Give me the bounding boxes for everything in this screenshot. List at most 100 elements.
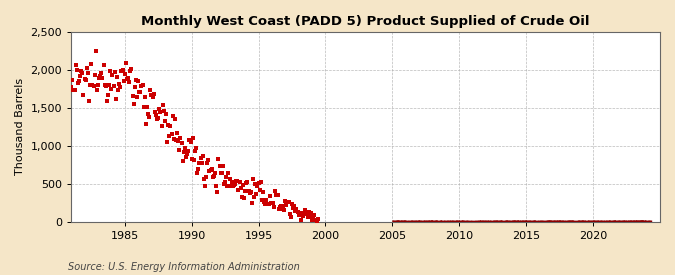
Point	[248, 177, 259, 182]
Point	[234, 180, 245, 184]
Point	[159, 119, 170, 123]
Point	[146, 93, 157, 97]
Point	[168, 137, 179, 141]
Point	[260, 202, 271, 207]
Point	[114, 82, 125, 86]
Point	[142, 104, 153, 109]
Point	[147, 95, 158, 99]
Point	[88, 83, 99, 88]
Point	[188, 136, 198, 141]
Point	[241, 180, 252, 185]
Point	[65, 85, 76, 89]
Point	[250, 182, 261, 186]
Point	[185, 140, 196, 145]
Point	[171, 138, 182, 142]
Point	[86, 62, 97, 67]
Point	[275, 204, 286, 208]
Point	[214, 164, 225, 169]
Point	[294, 212, 305, 216]
Point	[166, 132, 177, 137]
Point	[123, 76, 134, 80]
Point	[294, 213, 304, 217]
Point	[80, 78, 91, 82]
Point	[72, 81, 83, 85]
Point	[271, 192, 281, 197]
Point	[181, 155, 192, 160]
Point	[159, 108, 169, 113]
Point	[128, 101, 139, 106]
Point	[70, 62, 81, 67]
Point	[183, 148, 194, 153]
Point	[94, 76, 105, 80]
Point	[97, 76, 108, 81]
Point	[253, 180, 264, 185]
Point	[153, 116, 163, 120]
Point	[126, 67, 137, 71]
Point	[105, 69, 115, 73]
Point	[130, 78, 141, 82]
Point	[180, 145, 190, 150]
Point	[69, 88, 80, 92]
Point	[273, 207, 284, 211]
Point	[163, 123, 173, 127]
Point	[95, 74, 105, 78]
Point	[107, 73, 118, 77]
Point	[301, 211, 312, 215]
Point	[289, 204, 300, 208]
Point	[76, 68, 86, 73]
Point	[117, 68, 128, 72]
Point	[138, 104, 149, 109]
Point	[286, 214, 296, 219]
Point	[205, 168, 216, 172]
Point	[197, 153, 208, 158]
Point	[207, 174, 218, 179]
Point	[302, 215, 313, 219]
Point	[193, 166, 204, 171]
Point	[242, 180, 253, 184]
Point	[217, 164, 228, 168]
Point	[223, 171, 234, 175]
Point	[244, 191, 255, 195]
Point	[210, 170, 221, 175]
Point	[91, 87, 102, 92]
Point	[261, 198, 272, 203]
Point	[231, 178, 242, 183]
Point	[306, 210, 317, 215]
Point	[284, 199, 294, 204]
Point	[111, 97, 122, 101]
Point	[82, 66, 92, 71]
Point	[262, 202, 273, 206]
Point	[254, 188, 265, 192]
Point	[127, 93, 138, 98]
Point	[144, 114, 155, 119]
Point	[267, 201, 277, 206]
Point	[98, 63, 109, 67]
Point	[99, 83, 110, 87]
Point	[149, 110, 160, 115]
Point	[272, 192, 283, 197]
Point	[195, 156, 206, 160]
Point	[178, 159, 188, 163]
Point	[182, 152, 192, 156]
Point	[213, 157, 224, 161]
Point	[226, 180, 237, 184]
Point	[167, 114, 178, 118]
Point	[156, 124, 167, 129]
Point	[186, 156, 197, 161]
Point	[101, 84, 111, 88]
Point	[240, 189, 250, 193]
Point	[225, 184, 236, 189]
Point	[103, 93, 113, 98]
Point	[184, 138, 195, 142]
Point	[125, 69, 136, 74]
Point	[219, 182, 230, 186]
Point	[221, 175, 232, 180]
Point	[211, 183, 221, 188]
Point	[82, 70, 93, 75]
Point	[188, 158, 199, 162]
Point	[238, 183, 248, 187]
Point	[308, 214, 319, 218]
Point	[304, 215, 315, 219]
Point	[309, 213, 320, 217]
Y-axis label: Thousand Barrels: Thousand Barrels	[15, 78, 25, 175]
